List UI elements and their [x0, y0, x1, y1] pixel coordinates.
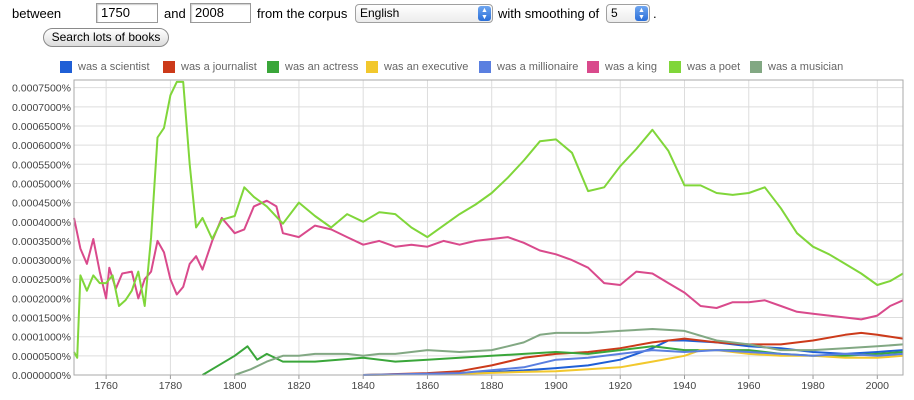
legend-label: was a scientist [78, 61, 150, 73]
legend-label: was a poet [687, 61, 741, 73]
smoothing-label: with smoothing of [498, 6, 600, 21]
x-tick-label: 1920 [609, 380, 633, 392]
legend-swatch [669, 61, 681, 73]
x-tick-label: 1840 [352, 380, 376, 392]
legend-swatch [479, 61, 491, 73]
y-tick-label: 0.0004000% [12, 217, 71, 229]
start-year-input[interactable]: 1750 [96, 3, 158, 23]
chart-grid [74, 80, 903, 379]
legend-swatch [60, 61, 72, 73]
search-button[interactable]: Search lots of books [43, 28, 169, 47]
x-tick-label: 1860 [416, 380, 440, 392]
x-axis-labels: 1760 1780 1800 1820 1840 1860 1880 1900 1920 1940… [94, 380, 889, 392]
between-label: between [12, 6, 62, 21]
y-tick-label: 0.0003000% [12, 255, 71, 267]
y-axis-labels: 0.0000000% 0.0000500% 0.0001000% 0.0001500%… [12, 83, 71, 382]
x-tick-label: 1780 [159, 380, 183, 392]
series-lines [73, 80, 904, 376]
series-line-was-an-actress [201, 345, 904, 376]
y-tick-label: 0.0005000% [12, 178, 71, 190]
y-tick-label: 0.0000000% [12, 370, 71, 382]
query-controls: between 1750 and 2008 from the corpus En… [0, 0, 914, 52]
legend-label: was an actress [285, 61, 359, 73]
y-tick-label: 0.0006500% [12, 121, 71, 133]
x-tick-label: 1760 [94, 380, 118, 392]
series-line-was-a-scientist [363, 339, 904, 376]
y-tick-label: 0.0007000% [12, 102, 71, 114]
legend-swatch [163, 61, 175, 73]
smoothing-select-value: 5 [611, 6, 618, 20]
legend-label: was a journalist [181, 61, 257, 73]
end-year-input[interactable]: 2008 [190, 3, 251, 23]
x-tick-label: 1880 [480, 380, 504, 392]
corpus-select[interactable]: English ▲ ▼ [355, 4, 493, 23]
x-tick-label: 1940 [673, 380, 697, 392]
smoothing-select[interactable]: 5 ▲ ▼ [606, 4, 650, 23]
legend-label: was an executive [384, 61, 469, 73]
y-tick-label: 0.0006000% [12, 140, 71, 152]
series-line-was-a-poet [73, 80, 904, 359]
y-tick-label: 0.0001000% [12, 332, 71, 344]
series-line-was-a-musician [234, 328, 904, 376]
y-tick-label: 0.0002000% [12, 293, 71, 305]
series-line-was-an-executive [363, 349, 904, 376]
y-tick-label: 0.0005500% [12, 159, 71, 171]
and-label: and [164, 6, 186, 21]
legend-swatch [750, 61, 762, 73]
corpus-select-value: English [360, 6, 400, 20]
select-arrows-icon: ▲ ▼ [478, 6, 491, 21]
legend-swatch [366, 61, 378, 73]
series-line-was-a-millionaire [363, 349, 904, 376]
plot-frame [73, 79, 904, 376]
x-tick-label: 1800 [223, 380, 247, 392]
y-tick-label: 0.0000500% [12, 351, 71, 363]
legend-swatch [587, 61, 599, 73]
y-tick-label: 0.0004500% [12, 198, 71, 210]
x-tick-label: 2000 [866, 380, 890, 392]
x-tick-label: 1960 [737, 380, 761, 392]
series-line-was-a-journalist [363, 331, 904, 376]
y-tick-label: 0.0007500% [12, 83, 71, 95]
x-tick-label: 1820 [287, 380, 311, 392]
select-arrows-icon: ▲ ▼ [635, 6, 648, 21]
series-line-was-a-king [73, 199, 904, 321]
x-tick-label: 1900 [544, 380, 568, 392]
legend-label: was a king [605, 61, 657, 73]
legend-swatch [267, 61, 279, 73]
y-tick-label: 0.0003500% [12, 236, 71, 248]
y-tick-label: 0.0002500% [12, 274, 71, 286]
period: . [653, 6, 657, 21]
corpus-label: from the corpus [257, 6, 348, 21]
legend-label: was a musician [768, 61, 844, 73]
y-tick-label: 0.0001500% [12, 313, 71, 325]
x-tick-label: 1980 [801, 380, 825, 392]
legend-label: was a millionaire [497, 61, 579, 73]
